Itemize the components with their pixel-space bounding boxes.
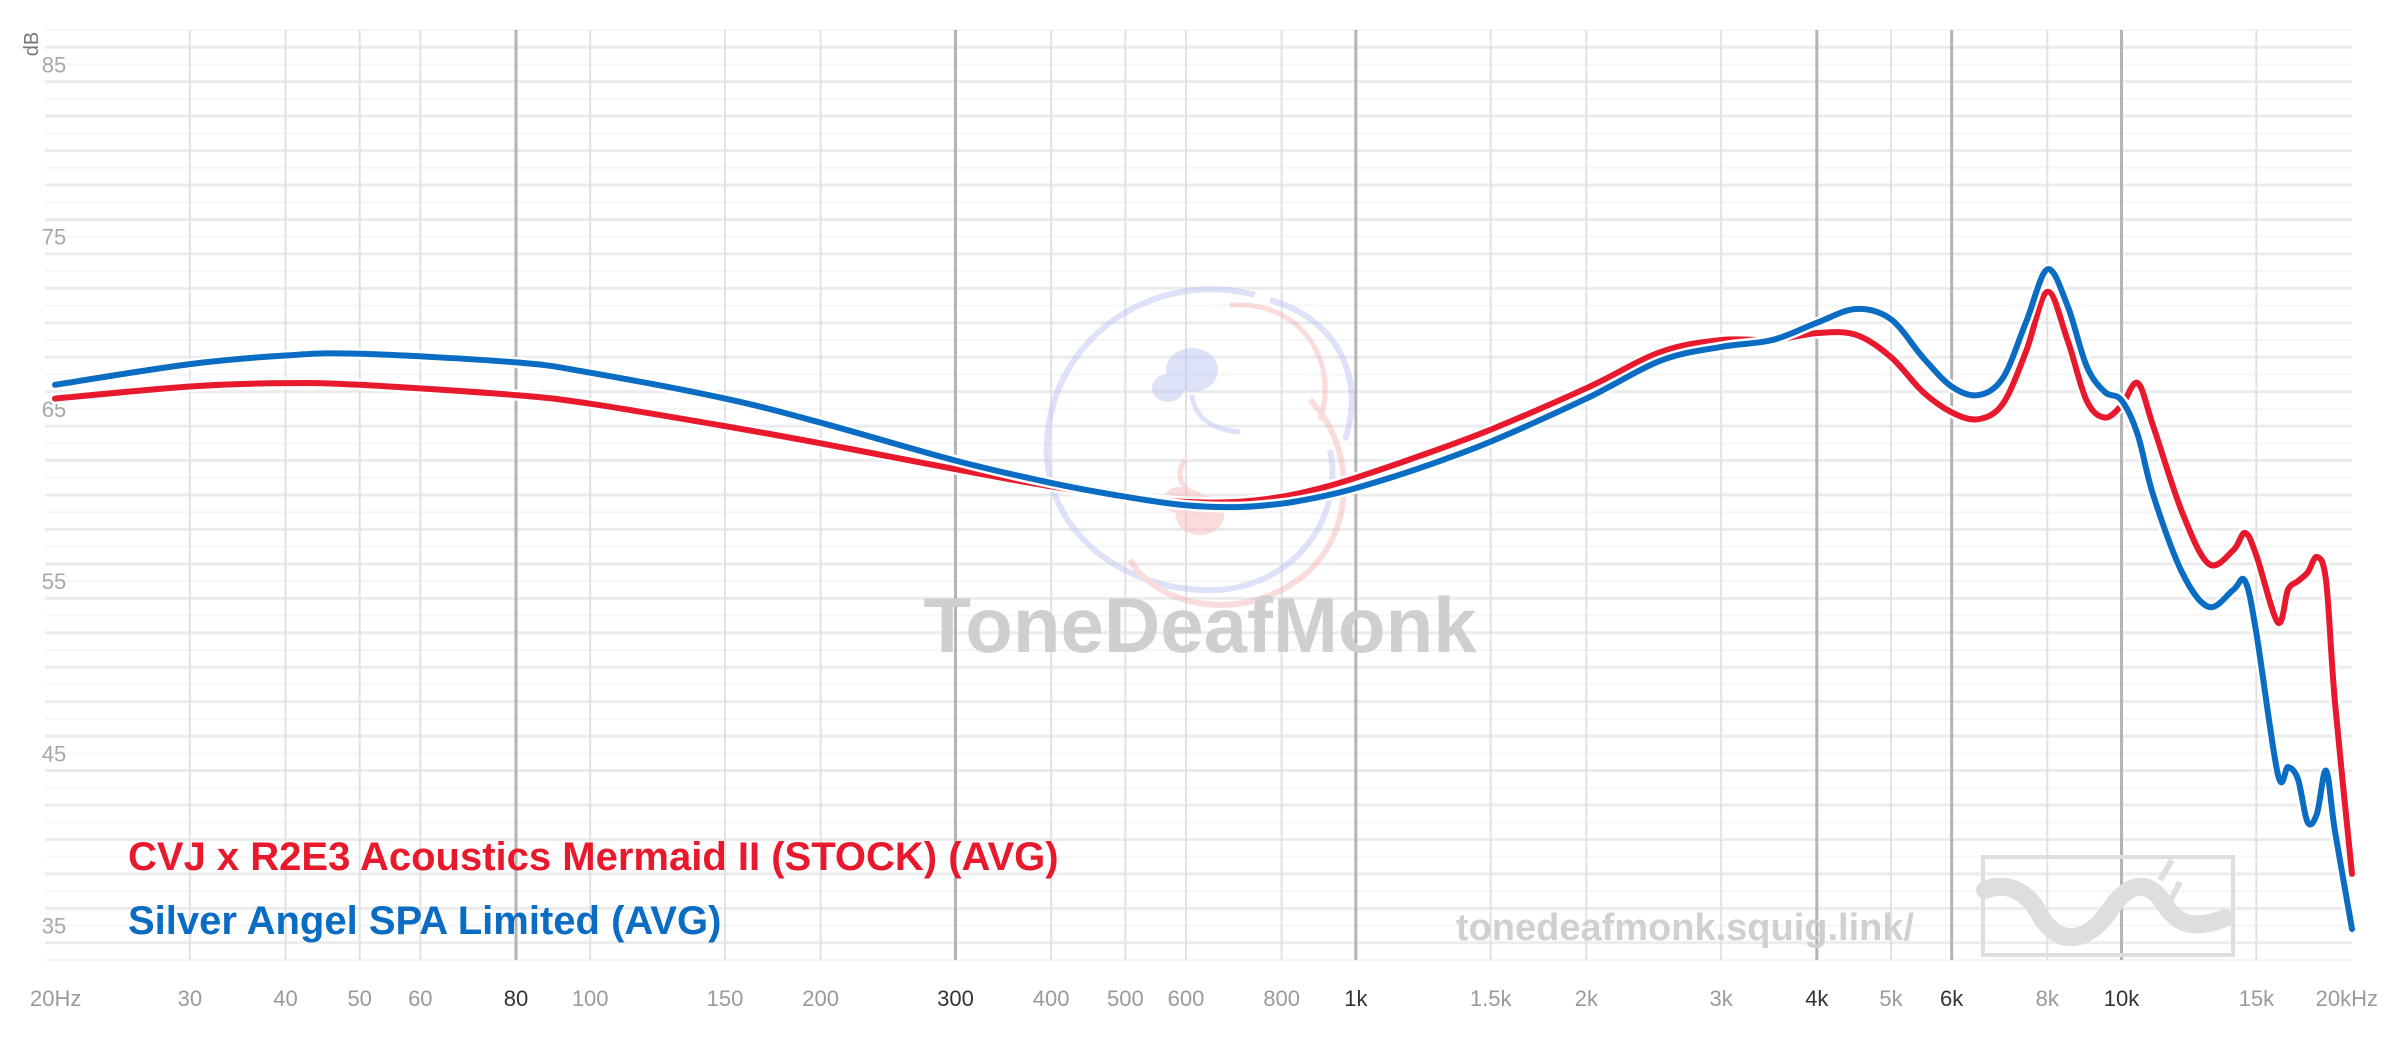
squig-logo xyxy=(1976,855,2235,957)
x-tick-label: 100 xyxy=(572,986,609,1011)
x-tick-label: 1.5k xyxy=(1470,986,1513,1011)
x-tick-label: 400 xyxy=(1033,986,1070,1011)
x-tick-label: 20kHz xyxy=(2316,986,2378,1011)
x-tick-label: 300 xyxy=(937,986,974,1011)
watermark-url: tonedeafmonk.squig.link/ xyxy=(1456,907,1915,949)
x-tick-label: 50 xyxy=(347,986,371,1011)
x-tick-label: 500 xyxy=(1107,986,1144,1011)
y-tick-label: 75 xyxy=(42,225,66,250)
watermark-title: ToneDeafMonk xyxy=(923,581,1477,669)
y-axis-label: dB xyxy=(21,32,43,56)
x-tick-label: 80 xyxy=(504,986,528,1011)
x-tick-label: 150 xyxy=(707,986,744,1011)
series-line-1 xyxy=(52,288,2355,877)
y-tick-label: 45 xyxy=(42,741,66,766)
grid-layer xyxy=(45,29,2352,961)
tonedeafmonk-logo xyxy=(1043,286,1355,608)
x-tick-label: 8k xyxy=(2036,986,2060,1011)
x-tick-label: 1k xyxy=(1344,986,1368,1011)
x-tick-label: 10k xyxy=(2104,986,2140,1011)
axis-layer: 20Hz 30 40 50 60 80 100 150 200 300 400 500 600 800 1k… xyxy=(21,32,2378,1011)
legend: CVJ x R2E3 Acoustics Mermaid II (STOCK) … xyxy=(128,835,1059,943)
y-tick-label: 85 xyxy=(42,52,66,77)
x-tick-label: 5k xyxy=(1879,986,1903,1011)
x-tick-label: 800 xyxy=(1263,986,1300,1011)
x-tick-label: 40 xyxy=(273,986,297,1011)
x-tick-label: 2k xyxy=(1575,986,1599,1011)
x-tick-label: 4k xyxy=(1805,986,1829,1011)
x-tick-label: 30 xyxy=(178,986,202,1011)
legend-item-2: Silver Angel SPA Limited (AVG) xyxy=(128,899,721,943)
series-line-2 xyxy=(52,266,2355,932)
legend-item-1: CVJ x R2E3 Acoustics Mermaid II (STOCK) … xyxy=(128,835,1059,879)
y-tick-label: 55 xyxy=(42,569,66,594)
x-tick-label: 6k xyxy=(1940,986,1964,1011)
x-tick-label: 600 xyxy=(1168,986,1205,1011)
x-tick-label: 15k xyxy=(2239,986,2275,1011)
y-tick-label: 35 xyxy=(42,914,66,939)
x-tick-label: 20Hz xyxy=(30,986,81,1011)
x-tick-label: 60 xyxy=(408,986,432,1011)
x-tick-label: 200 xyxy=(802,986,839,1011)
x-tick-label: 3k xyxy=(1710,986,1734,1011)
series-layer xyxy=(49,263,2358,935)
